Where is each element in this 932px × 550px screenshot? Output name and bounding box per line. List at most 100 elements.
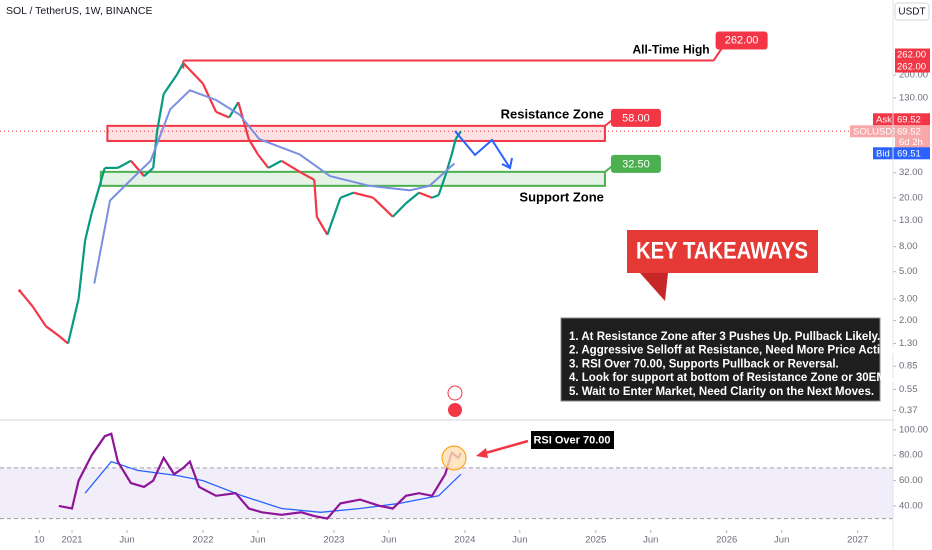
x-tick-label: 2021 (61, 535, 82, 546)
price-segment (58, 335, 69, 345)
takeaway-item: 5. Wait to Enter Market, Need Clarity on… (569, 386, 874, 398)
price-segment (280, 159, 302, 174)
price-segment (372, 196, 394, 218)
projection-arrowhead (501, 157, 513, 170)
price-segment (189, 69, 204, 85)
ath-axis-tag (895, 60, 930, 73)
price-segment (175, 62, 185, 76)
ema-line (93, 89, 456, 284)
takeaways-box (560, 317, 881, 402)
price-segment (215, 110, 230, 119)
x-tick-label: 10 (34, 535, 45, 546)
price-segment (392, 202, 407, 218)
rsi-ma-line (84, 460, 462, 513)
countdown: 6d 2h (899, 137, 923, 148)
y-tick-label: 5.00 (899, 266, 918, 277)
event-icon[interactable] (447, 385, 463, 401)
projection-arrow (454, 130, 511, 169)
y-tick-label: 200.00 (899, 69, 928, 80)
price-segment (18, 290, 34, 308)
price-segment (156, 93, 165, 132)
currency-button[interactable] (894, 2, 930, 21)
support-tag (610, 154, 661, 173)
resistance-zone (106, 124, 606, 142)
last-price-tag (895, 125, 930, 149)
support-zone (99, 170, 606, 187)
y-tick-label: 20.00 (899, 192, 923, 203)
ask-price (895, 113, 930, 126)
rsi-highlight (441, 445, 467, 471)
ath-tag-link (712, 47, 723, 62)
support-label: Support Zone (519, 189, 604, 204)
currency-label[interactable]: USDT (898, 7, 925, 18)
takeaway-item: 4. Look for support at bottom of Resista… (569, 372, 897, 384)
y-tick-label: 0.55 (899, 384, 918, 395)
y-tick-label: 2.00 (899, 315, 918, 326)
symbol-name: SOLUSDT (853, 126, 898, 137)
x-tick-label: 2027 (847, 535, 868, 546)
y2-tick-label: 80.00 (899, 450, 923, 461)
takeaways-list: 1. At Resistance Zone after 3 Pushes Up.… (569, 331, 897, 398)
x-tick-label: Jun (250, 535, 265, 546)
bid-tag (873, 147, 895, 160)
price-segment (437, 175, 447, 196)
ath-axis-tag-label: 262.00 (897, 62, 926, 73)
banner-tail (640, 273, 668, 301)
y-tick-label: 0.85 (899, 361, 918, 372)
price-segment (130, 160, 145, 177)
y2-tick-label: 100.00 (899, 424, 928, 435)
price-segment (90, 167, 106, 214)
ask-name: Ask (876, 114, 892, 125)
price-segment (353, 191, 374, 199)
price-segment (257, 153, 270, 169)
y-tick-label: 0.37 (899, 405, 918, 416)
y-tick-label: 1.30 (899, 338, 918, 349)
price-segment (340, 191, 354, 199)
y-tick-label: 130.00 (899, 92, 928, 103)
flag-icon[interactable] (448, 403, 462, 417)
y-tick-label: 32.00 (899, 167, 923, 178)
bid-name: Bid (876, 148, 890, 159)
takeaway-item: 3. RSI Over 70.00, Supports Pullback or … (569, 358, 839, 370)
price-segment (182, 62, 191, 71)
price-segment (313, 179, 318, 217)
ask-tag (873, 113, 895, 126)
price-segment (431, 194, 440, 199)
price-segment (31, 305, 47, 327)
price-segment (67, 298, 80, 344)
ath-axis-tag-label: 262.00 (897, 50, 926, 61)
x-tick-label: 2025 (585, 535, 606, 546)
x-tick-label: 2026 (716, 535, 737, 546)
price-segment (326, 197, 342, 236)
x-tick-label: Jun (119, 535, 134, 546)
price-segment (247, 138, 259, 156)
last-price-label: 69.52 (897, 126, 921, 137)
price-segment (143, 167, 154, 177)
ath-tag-label: 262.00 (725, 34, 759, 46)
price-segment (315, 216, 329, 236)
rsi-arrowhead (476, 448, 488, 458)
x-tick-label: 2024 (454, 535, 475, 546)
takeaway-item: 1. At Resistance Zone after 3 Pushes Up.… (569, 331, 880, 343)
takeaways-title: KEY TAKEAWAYS (636, 237, 808, 264)
price-segment (300, 171, 315, 181)
support-tag-label: 32.50 (622, 158, 650, 170)
price-segment (117, 159, 132, 169)
y-tick-label: 13.00 (899, 215, 923, 226)
price-segment (45, 325, 60, 337)
rsi-line (58, 432, 462, 520)
price-segment (444, 154, 453, 177)
ath-axis-tag (895, 48, 930, 61)
resistance-tag (610, 108, 661, 127)
y2-tick-label: 60.00 (899, 475, 923, 486)
ask-price-label: 69.52 (897, 114, 921, 125)
takeaway-item: 2. Aggressive Selloff at Resistance, Nee… (569, 345, 897, 357)
takeaways-banner (627, 230, 818, 273)
y2-tick-label: 40.00 (899, 500, 923, 511)
x-tick-label: 2023 (323, 535, 344, 546)
price-segment (418, 191, 433, 199)
ath-label: All-Time High (632, 43, 709, 57)
x-tick-label: 2022 (192, 535, 213, 546)
bid-price-label: 69.51 (897, 148, 921, 159)
